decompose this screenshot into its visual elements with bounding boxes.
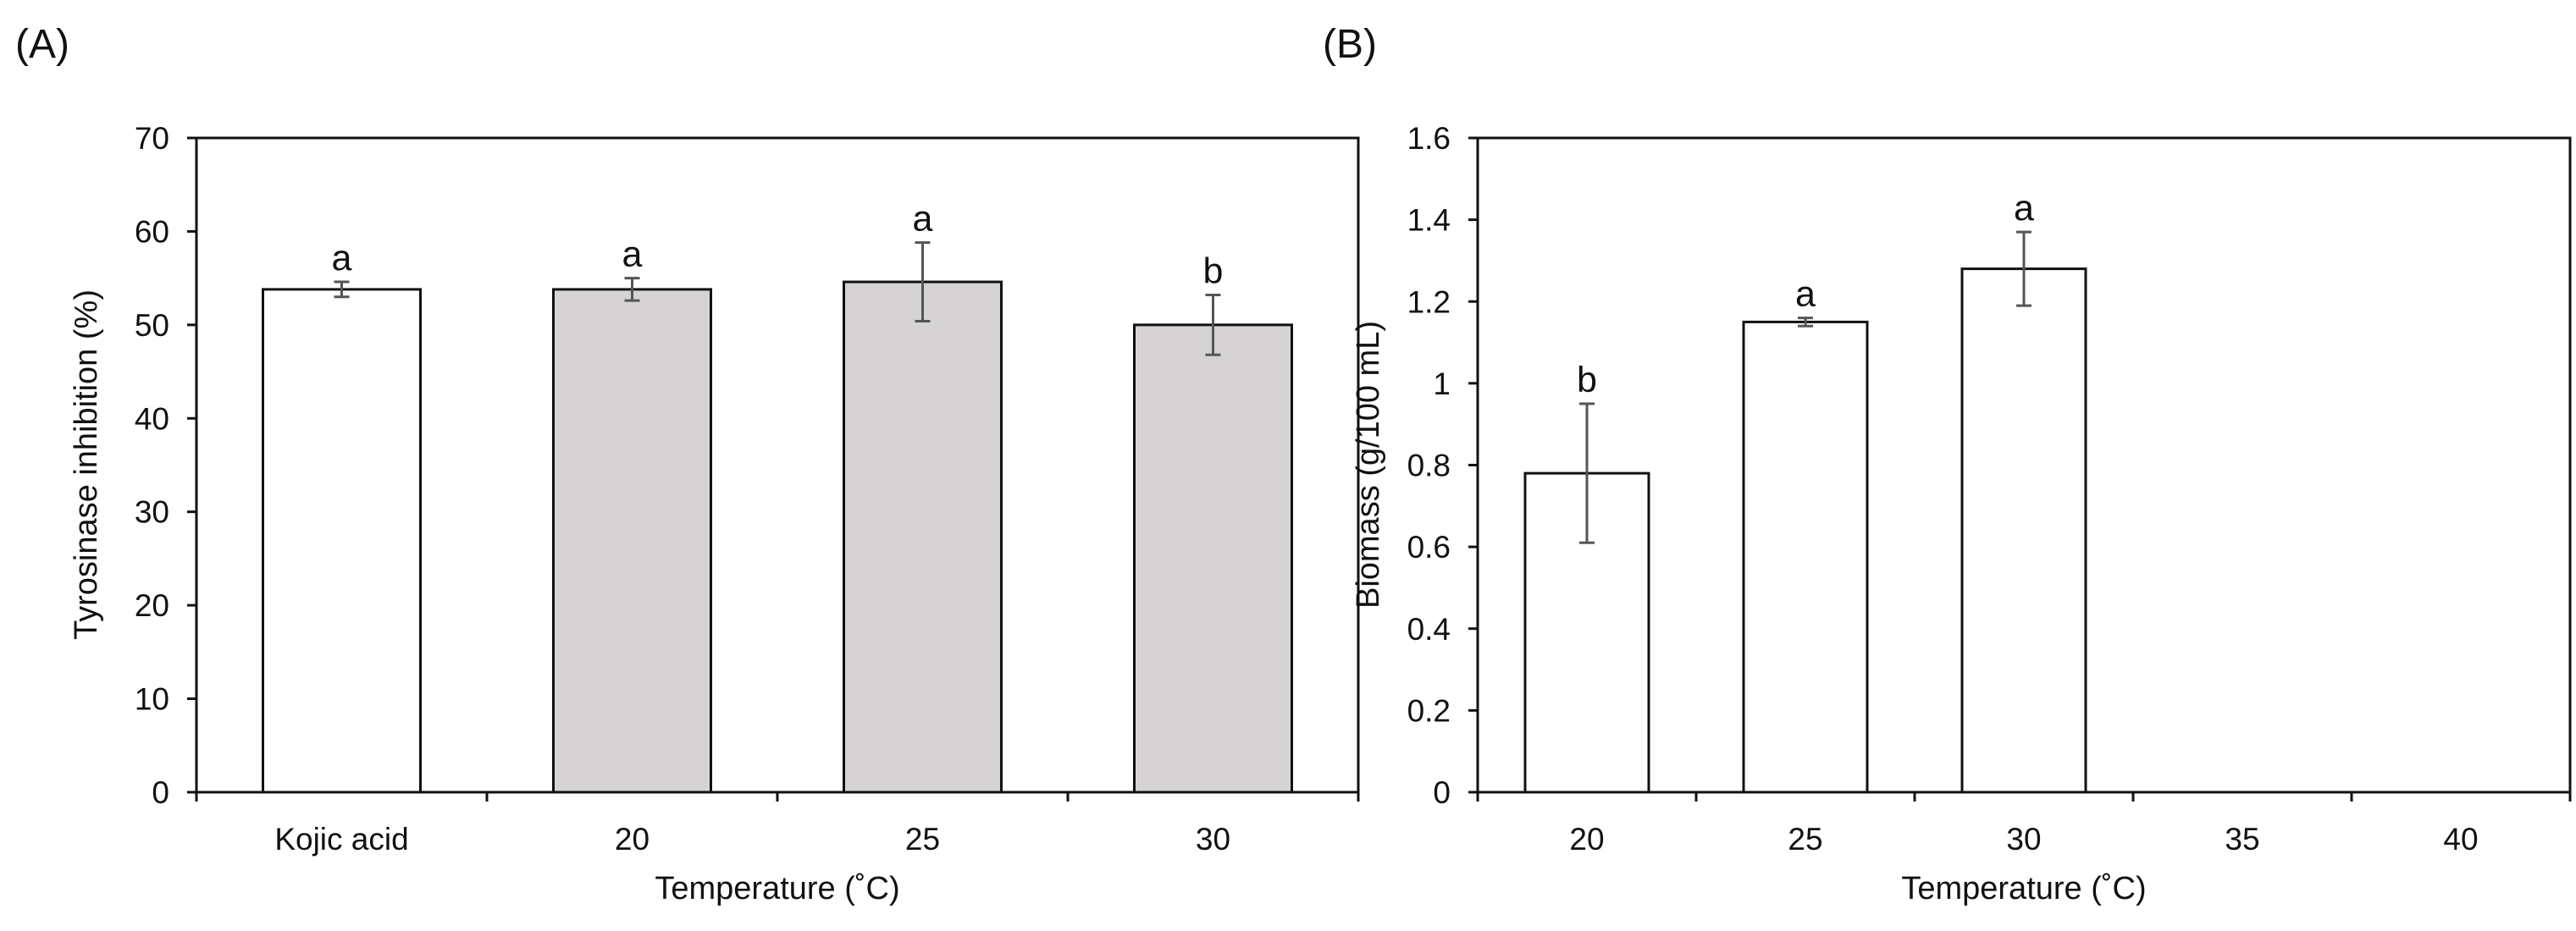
plot-frame bbox=[195, 136, 1360, 794]
x-tick-label: Kojic acid bbox=[274, 822, 408, 857]
significance-letter: a bbox=[2014, 188, 2034, 229]
bar bbox=[262, 288, 422, 794]
panel-label: (B) bbox=[1323, 22, 1377, 67]
y-tick-label: 0 bbox=[1433, 775, 1451, 810]
significance-letter: a bbox=[622, 234, 643, 275]
significance-letter: b bbox=[1577, 360, 1597, 400]
bar bbox=[1133, 323, 1293, 794]
y-axis-title: Biomass (g/100 mL) bbox=[1351, 321, 1386, 609]
bar bbox=[843, 280, 1003, 794]
panel-label: (A) bbox=[15, 22, 69, 67]
y-tick-label: 0 bbox=[152, 775, 169, 810]
y-tick-label: 1.4 bbox=[1407, 203, 1451, 238]
x-tick-label: 30 bbox=[2006, 822, 2041, 857]
significance-letter: a bbox=[1795, 274, 1816, 315]
x-tick-label: 30 bbox=[1196, 822, 1230, 857]
y-tick-label: 0.4 bbox=[1407, 612, 1451, 647]
bar bbox=[1742, 320, 1869, 794]
bar bbox=[552, 288, 712, 794]
y-tick-label: 1.6 bbox=[1407, 121, 1451, 156]
y-tick-label: 10 bbox=[135, 682, 169, 717]
y-tick-label: 0.8 bbox=[1407, 449, 1451, 483]
y-tick-label: 40 bbox=[135, 401, 169, 436]
y-tick-label: 30 bbox=[135, 495, 169, 530]
x-tick-label: 25 bbox=[905, 822, 940, 857]
y-tick-label: 50 bbox=[135, 308, 169, 343]
y-tick-label: 1.2 bbox=[1407, 284, 1451, 319]
x-tick-label: 35 bbox=[2225, 822, 2259, 857]
plot-frame bbox=[1476, 136, 2572, 794]
y-tick-label: 1 bbox=[1433, 366, 1451, 401]
y-axis-title: Tyrosinase inhibition (%) bbox=[69, 289, 104, 640]
y-tick-label: 70 bbox=[135, 121, 169, 156]
y-tick-label: 20 bbox=[135, 588, 169, 623]
x-tick-label: 25 bbox=[1788, 822, 1822, 857]
x-tick-label: 20 bbox=[615, 822, 650, 857]
y-tick-label: 0.6 bbox=[1407, 530, 1451, 565]
x-tick-label: 20 bbox=[1569, 822, 1604, 857]
x-axis-title: Temperature (˚C) bbox=[655, 871, 899, 906]
x-tick-label: 40 bbox=[2443, 822, 2478, 857]
y-tick-label: 60 bbox=[135, 214, 169, 249]
significance-letter: b bbox=[1203, 251, 1224, 292]
significance-letter: a bbox=[332, 238, 352, 278]
significance-letter: a bbox=[913, 199, 933, 240]
x-axis-title: Temperature (˚C) bbox=[1901, 871, 2146, 906]
y-tick-label: 0.2 bbox=[1407, 693, 1451, 728]
bar bbox=[1960, 267, 2087, 794]
